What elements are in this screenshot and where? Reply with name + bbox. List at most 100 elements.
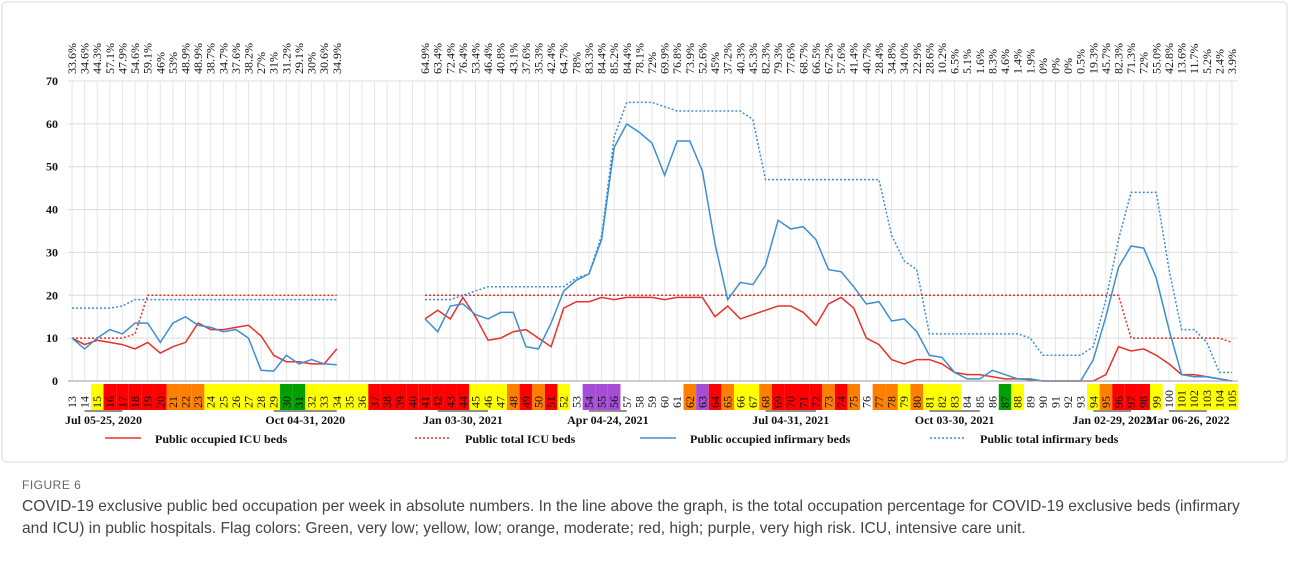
flag-cell xyxy=(443,384,457,410)
x-tick-label: 101 xyxy=(1175,390,1189,408)
flag-cell xyxy=(267,384,281,410)
y-tick-label: 0 xyxy=(52,374,58,388)
occupancy-label: 10.2% xyxy=(935,43,949,74)
x-tick-label: 35 xyxy=(342,396,356,408)
occupancy-label: 64.7% xyxy=(557,43,571,74)
x-tick-label: 88 xyxy=(1011,396,1025,408)
flag-cell xyxy=(317,384,331,410)
x-tick-label: 62 xyxy=(683,396,697,408)
flag-cell xyxy=(305,384,318,410)
flag-cell xyxy=(494,384,507,410)
x-tick-label: 90 xyxy=(1036,396,1050,408)
occupancy-label: 55.0% xyxy=(1149,43,1163,74)
period-label: Jan 03-30, 2021 xyxy=(423,413,503,427)
x-tick-label: 46 xyxy=(481,396,495,408)
x-tick-label: 68 xyxy=(758,396,772,408)
flag-cell xyxy=(809,384,823,410)
flag-cell xyxy=(897,384,911,410)
x-tick-label: 42 xyxy=(431,396,445,408)
x-tick-label: 63 xyxy=(695,396,709,408)
occupancy-label: 44.3% xyxy=(90,43,104,74)
flag-cell xyxy=(834,384,848,410)
flag-cell xyxy=(948,384,961,410)
x-tick-label: 83 xyxy=(948,396,962,408)
flag-cell xyxy=(872,384,886,410)
flag-cell xyxy=(532,384,545,410)
occupancy-label: 0% xyxy=(1061,58,1075,74)
flag-cell xyxy=(191,384,205,410)
flag-cell xyxy=(406,384,419,410)
flag-cell xyxy=(481,384,495,410)
y-tick-label: 50 xyxy=(46,160,58,174)
occupancy-label: 6.5% xyxy=(948,49,962,74)
flag-cell xyxy=(847,384,861,410)
x-tick-label: 80 xyxy=(910,396,924,408)
x-tick-label: 15 xyxy=(90,396,104,408)
flag-cell xyxy=(771,384,785,410)
flag-cell xyxy=(217,384,230,410)
flag-cell xyxy=(116,384,129,410)
occupancy-label: 77.6% xyxy=(784,43,798,74)
x-tick-label: 84 xyxy=(960,396,974,408)
x-tick-label: 67 xyxy=(746,396,760,408)
period-label: Jul 05-25, 2020 xyxy=(65,413,142,427)
flag-cell xyxy=(418,384,432,410)
x-tick-label: 21 xyxy=(166,396,180,408)
occupancy-label: 1.9% xyxy=(1023,49,1037,74)
flag-cell xyxy=(1087,384,1100,410)
series-line xyxy=(71,122,1233,382)
occupancy-label: 34.6% xyxy=(78,43,92,74)
x-tick-label: 13 xyxy=(65,396,79,408)
x-tick-label: 105 xyxy=(1225,390,1239,408)
x-tick-label: 37 xyxy=(368,396,382,408)
flag-cell xyxy=(141,384,154,410)
period-label: Oct 03-30, 2021 xyxy=(915,413,995,427)
occupancy-label: 19.3% xyxy=(1086,43,1100,74)
occupancy-label: 47.9% xyxy=(115,43,129,74)
occupancy-label: 46% xyxy=(153,52,167,74)
occupancy-label: 5.1% xyxy=(960,49,974,74)
x-tick-label: 93 xyxy=(1074,396,1088,408)
occupancy-label: 73.9% xyxy=(683,43,697,74)
flag-cell xyxy=(1137,384,1151,410)
period-label: Jan 02-29, 2022 xyxy=(1072,413,1152,427)
occupancy-label: 31.2% xyxy=(279,43,293,74)
flag-cell xyxy=(1187,384,1201,410)
x-tick-label: 72 xyxy=(809,396,823,408)
flag-cell xyxy=(708,384,722,410)
x-tick-label: 73 xyxy=(822,396,836,408)
x-tick-label: 91 xyxy=(1048,396,1062,408)
flag-cell xyxy=(166,384,180,410)
occupancy-label: 78.1% xyxy=(632,43,646,74)
x-tick-label: 61 xyxy=(670,396,684,408)
flag-cell xyxy=(746,384,760,410)
x-tick-label: 18 xyxy=(128,396,142,408)
occupancy-label: 41.4% xyxy=(847,43,861,74)
occupancy-label: 33.6% xyxy=(65,43,79,74)
occupancy-label: 71.3% xyxy=(1124,43,1138,74)
flag-cell xyxy=(431,384,444,410)
flag-cell xyxy=(469,384,482,410)
x-tick-label: 54 xyxy=(582,396,596,408)
occupancy-label: 43.1% xyxy=(506,43,520,74)
flag-cell xyxy=(923,384,936,410)
occupancy-label: 66.5% xyxy=(809,43,823,74)
occupancy-label: 67.2% xyxy=(822,43,836,74)
flag-cell xyxy=(519,384,533,410)
flag-cell xyxy=(759,384,772,410)
flag-cell xyxy=(1124,384,1138,410)
occupancy-label: 72% xyxy=(645,52,659,74)
x-tick-label: 74 xyxy=(834,396,848,408)
x-tick-label: 26 xyxy=(229,396,243,408)
occupancy-label: 85.2% xyxy=(607,43,621,74)
x-tick-label: 50 xyxy=(532,396,546,408)
occupancy-label: 42.4% xyxy=(544,43,558,74)
flag-cell xyxy=(885,384,898,410)
y-tick-label: 30 xyxy=(46,245,58,259)
x-tick-label: 85 xyxy=(973,396,987,408)
x-tick-label: 89 xyxy=(1023,396,1037,408)
occupancy-label: 1.4% xyxy=(1011,49,1025,74)
x-tick-label: 52 xyxy=(557,396,571,408)
occupancy-label: 45% xyxy=(708,52,722,74)
flag-cell xyxy=(292,384,306,410)
